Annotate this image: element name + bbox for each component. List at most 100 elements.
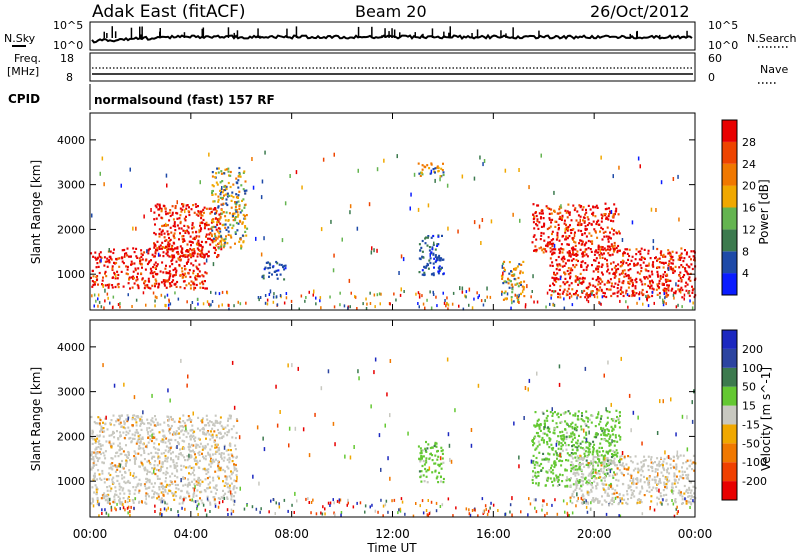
heatmap-cell bbox=[613, 444, 616, 447]
heatmap-cell bbox=[147, 459, 150, 462]
heatmap-cell bbox=[339, 291, 341, 295]
heatmap-cell bbox=[133, 282, 136, 285]
heatmap-cell bbox=[534, 249, 537, 252]
heatmap-cell bbox=[656, 259, 658, 262]
heatmap-cell bbox=[684, 267, 687, 270]
heatmap-cell bbox=[632, 489, 635, 493]
heatmap-cell bbox=[168, 265, 171, 268]
heatmap-cell bbox=[198, 249, 201, 252]
heatmap-cell bbox=[214, 443, 217, 446]
heatmap-cell bbox=[119, 431, 121, 434]
heatmap-cell bbox=[591, 463, 594, 466]
heatmap-cell bbox=[633, 262, 636, 265]
heatmap-cell bbox=[204, 224, 207, 227]
heatmap-cell bbox=[229, 223, 232, 226]
heatmap-cell bbox=[191, 224, 194, 227]
heatmap-cell bbox=[208, 152, 210, 157]
heatmap-cell bbox=[107, 478, 110, 481]
heatmap-cell bbox=[120, 503, 123, 506]
heatmap-cell bbox=[161, 261, 164, 264]
heatmap-cell bbox=[419, 174, 422, 177]
heatmap-cell bbox=[100, 448, 103, 451]
heatmap-cell bbox=[113, 271, 116, 274]
heatmap-cell bbox=[207, 487, 210, 490]
heatmap-cell bbox=[103, 495, 105, 498]
heatmap-cell bbox=[343, 304, 346, 308]
heatmap-cell bbox=[682, 260, 685, 263]
heatmap-cell bbox=[587, 479, 590, 482]
heatmap-cell bbox=[591, 240, 594, 243]
heatmap-cell bbox=[578, 224, 581, 227]
heatmap-cell bbox=[118, 500, 121, 503]
heatmap-cell bbox=[503, 260, 506, 263]
heatmap-cell bbox=[154, 250, 157, 253]
heatmap-cell bbox=[551, 480, 554, 483]
heatmap-cell bbox=[504, 268, 506, 271]
heatmap-cell bbox=[437, 270, 440, 273]
heatmap-cell bbox=[572, 258, 575, 261]
heatmap-cell bbox=[178, 227, 181, 230]
heatmap-cell bbox=[170, 438, 173, 442]
heatmap-cell bbox=[570, 452, 573, 455]
heatmap-cell bbox=[144, 259, 147, 262]
heatmap-cell bbox=[586, 298, 588, 302]
heatmap-cell bbox=[430, 500, 433, 504]
heatmap-cell bbox=[204, 444, 207, 448]
heatmap-cell bbox=[652, 261, 655, 264]
heatmap-cell bbox=[625, 501, 628, 504]
heatmap-cell bbox=[153, 263, 156, 266]
heatmap-cell bbox=[574, 241, 577, 244]
heatmap-cell bbox=[156, 477, 159, 480]
heatmap-cell bbox=[136, 283, 139, 287]
heatmap-cell bbox=[577, 221, 580, 224]
heatmap-cell bbox=[566, 210, 569, 213]
heatmap-cell bbox=[588, 282, 591, 285]
heatmap-cell bbox=[538, 247, 541, 250]
heatmap-cell bbox=[230, 206, 233, 209]
heatmap-cell bbox=[635, 248, 638, 251]
heatmap-cell bbox=[586, 483, 589, 486]
heatmap-cell bbox=[118, 418, 121, 421]
heatmap-cell bbox=[126, 254, 129, 257]
heatmap-cell bbox=[172, 224, 175, 228]
heatmap-cell bbox=[190, 455, 193, 459]
heatmap-cell bbox=[598, 454, 601, 458]
heatmap-cell bbox=[96, 434, 99, 437]
heatmap-cell bbox=[635, 482, 638, 485]
heatmap-cell bbox=[627, 274, 630, 277]
heatmap-cell bbox=[552, 242, 555, 245]
heatmap-cell bbox=[145, 487, 148, 490]
heatmap-cell bbox=[180, 210, 183, 213]
heatmap-cell bbox=[579, 206, 582, 209]
heatmap-cell bbox=[215, 210, 218, 213]
heatmap-cell bbox=[554, 290, 557, 293]
heatmap-cell bbox=[592, 211, 595, 214]
heatmap-cell bbox=[542, 247, 545, 250]
heatmap-cell bbox=[552, 282, 554, 285]
heatmap-cell bbox=[184, 231, 187, 234]
heatmap-cell bbox=[92, 462, 95, 465]
heatmap-cell bbox=[217, 200, 220, 203]
heatmap-cell bbox=[207, 223, 210, 226]
heatmap-cell bbox=[419, 475, 422, 479]
heatmap-cell bbox=[492, 503, 495, 507]
heatmap-cell bbox=[418, 470, 421, 473]
heatmap-cell bbox=[219, 497, 222, 501]
heatmap-cell bbox=[518, 282, 521, 285]
heatmap-cell bbox=[638, 492, 641, 495]
heatmap-cell bbox=[421, 164, 424, 167]
heatmap-cell bbox=[140, 428, 143, 431]
heatmap-cell bbox=[219, 467, 222, 470]
heatmap-cell bbox=[91, 486, 94, 489]
colorbar-swatch bbox=[722, 229, 737, 252]
heatmap-cell bbox=[598, 450, 601, 453]
heatmap-cell bbox=[185, 430, 188, 433]
heatmap-cell bbox=[223, 172, 226, 175]
heatmap-cell bbox=[434, 469, 437, 472]
heatmap-cell bbox=[161, 246, 164, 249]
heatmap-cell bbox=[468, 287, 471, 292]
heatmap-cell bbox=[675, 282, 677, 287]
heatmap-cell bbox=[516, 295, 519, 299]
heatmap-cell bbox=[196, 252, 199, 255]
heatmap-cell bbox=[187, 226, 190, 229]
